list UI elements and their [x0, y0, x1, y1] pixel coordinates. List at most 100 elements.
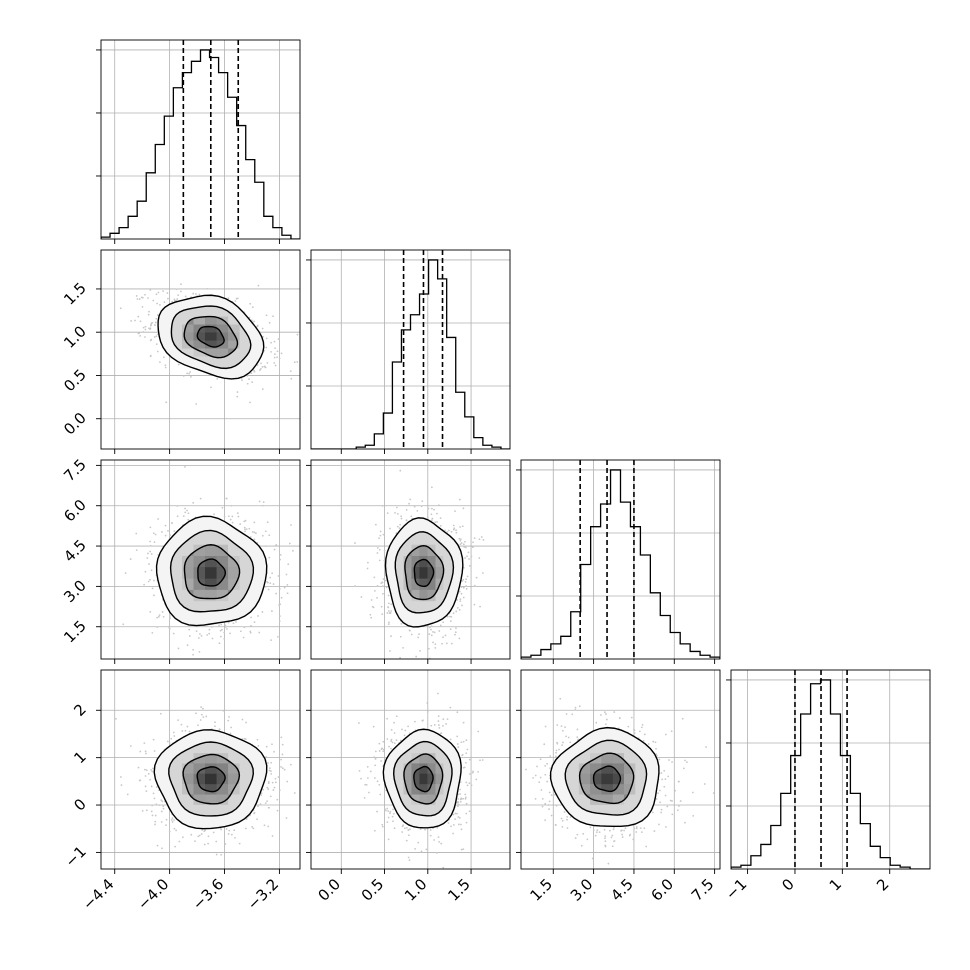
scatter-point	[148, 310, 150, 313]
scatter-point	[139, 779, 142, 782]
scatter-point	[186, 644, 189, 647]
scatter-point	[171, 300, 174, 303]
scatter-point	[182, 515, 185, 518]
scatter-point	[186, 509, 188, 512]
density-cell	[228, 340, 240, 349]
scatter-point	[218, 642, 221, 645]
scatter-point	[270, 772, 273, 775]
scatter-point	[155, 343, 158, 346]
scatter-point	[162, 805, 165, 808]
scatter-point	[187, 512, 190, 515]
scatter-point	[262, 501, 265, 504]
density-cell	[216, 753, 229, 764]
scatter-point	[149, 544, 152, 547]
density-cell	[205, 556, 217, 568]
scatter-point	[276, 350, 279, 353]
scatter-point	[389, 612, 392, 615]
scatter-point	[272, 315, 274, 318]
scatter-point	[454, 631, 457, 634]
scatter-point	[203, 843, 206, 846]
scatter-point	[157, 615, 160, 618]
panel-frame	[310, 249, 511, 450]
density-cell	[181, 773, 194, 785]
scatter-point	[177, 294, 180, 297]
scatter-point	[248, 378, 250, 381]
scatter-point	[399, 656, 401, 659]
scatter-point	[155, 293, 158, 296]
scatter-point	[275, 781, 277, 784]
scatter-point	[145, 752, 147, 755]
scatter-point	[244, 827, 247, 830]
scatter-point	[248, 316, 251, 319]
scatter-point	[180, 290, 182, 293]
scatter-point	[285, 573, 288, 576]
scatter-point	[154, 321, 157, 324]
density-cell	[411, 589, 420, 602]
scatter-point	[261, 388, 264, 390]
scatter-point	[245, 818, 248, 820]
density-panel-1-2	[311, 460, 510, 659]
scatter-point	[170, 737, 173, 740]
scatter-point	[385, 809, 387, 812]
scatter-point	[278, 789, 281, 792]
scatter-point	[239, 630, 242, 633]
scatter-point	[390, 728, 393, 731]
histogram-step	[521, 469, 720, 659]
scatter-point	[251, 531, 254, 533]
scatter-point	[413, 505, 416, 508]
scatter-point	[278, 615, 281, 617]
scatter-point	[257, 615, 259, 617]
scatter-point	[286, 780, 289, 783]
scatter-point	[149, 289, 152, 291]
scatter-point	[192, 648, 195, 651]
scatter-point	[458, 590, 461, 593]
scatter-point	[149, 327, 152, 330]
scatter-point	[482, 539, 485, 541]
scatter-point	[390, 738, 393, 741]
scatter-point	[473, 584, 476, 587]
scatter-point	[144, 328, 147, 331]
scatter-point	[449, 706, 452, 709]
density-cell	[228, 324, 240, 333]
density-cell	[403, 567, 412, 579]
scatter-point	[149, 355, 152, 358]
scatter-point	[173, 299, 176, 302]
scatter-point	[180, 723, 183, 726]
scatter-point	[428, 626, 431, 629]
scatter-point	[296, 361, 299, 363]
scatter-point	[387, 610, 390, 612]
scatter-point	[119, 307, 122, 310]
scatter-point	[381, 505, 384, 507]
scatter-point	[274, 347, 276, 350]
scatter-point	[445, 723, 447, 725]
scatter-point	[464, 793, 467, 796]
scatter-point	[272, 789, 275, 791]
scatter-point	[251, 306, 254, 309]
scatter-point	[243, 737, 246, 740]
scatter-point	[399, 635, 402, 638]
scatter-point	[219, 635, 222, 638]
scatter-point	[276, 356, 278, 358]
scatter-point	[261, 534, 264, 537]
density-cell	[205, 784, 217, 795]
scatter-point	[259, 803, 262, 805]
density-cell	[427, 578, 436, 590]
scatter-point	[149, 578, 151, 581]
scatter-point	[266, 580, 268, 583]
scatter-point	[455, 529, 457, 532]
scatter-point	[271, 781, 274, 784]
density-cell	[216, 773, 229, 785]
scatter-point	[176, 505, 179, 507]
density-cell	[193, 348, 206, 357]
scatter-point	[460, 586, 463, 588]
scatter-point	[262, 788, 265, 791]
scatter-point	[459, 526, 462, 528]
scatter-point	[206, 287, 209, 290]
scatter-point	[151, 814, 154, 817]
scatter-point	[122, 623, 125, 626]
scatter-point	[445, 642, 448, 645]
scatter-point	[164, 534, 167, 537]
scatter-point	[267, 782, 270, 785]
scatter-point	[449, 628, 452, 631]
